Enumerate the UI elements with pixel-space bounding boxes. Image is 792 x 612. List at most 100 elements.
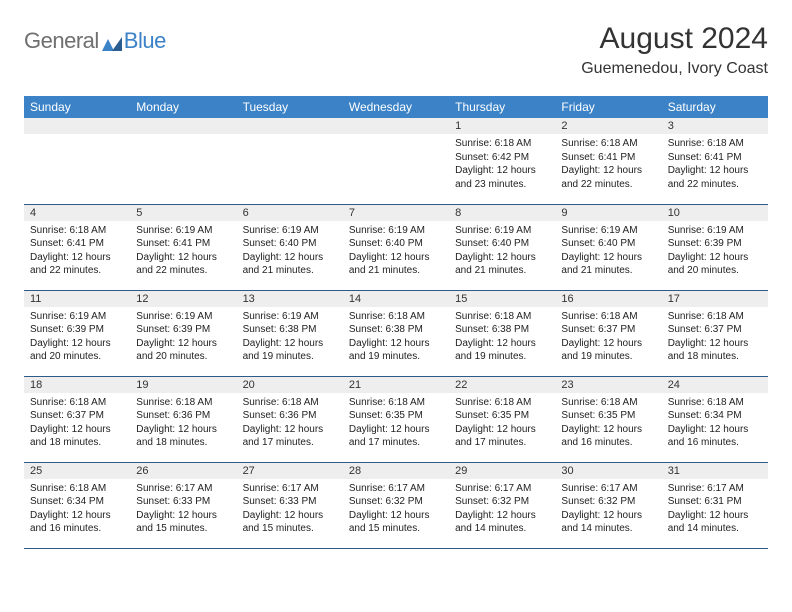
daylight-line: Daylight: 12 hours and 23 minutes.: [455, 164, 549, 191]
calendar-day-cell: 16Sunrise: 6:18 AMSunset: 6:37 PMDayligh…: [555, 290, 661, 376]
calendar-day-cell: [130, 118, 236, 204]
sunrise-line: Sunrise: 6:18 AM: [561, 310, 655, 324]
calendar-week-row: 1Sunrise: 6:18 AMSunset: 6:42 PMDaylight…: [24, 118, 768, 204]
sunrise-line: Sunrise: 6:18 AM: [30, 396, 124, 410]
sunrise-line: Sunrise: 6:17 AM: [349, 482, 443, 496]
calendar-day-cell: 7Sunrise: 6:19 AMSunset: 6:40 PMDaylight…: [343, 204, 449, 290]
day-number: 2: [555, 118, 661, 134]
dayname-sunday: Sunday: [24, 96, 130, 118]
sunrise-line: Sunrise: 6:18 AM: [668, 396, 762, 410]
day-details: Sunrise: 6:18 AMSunset: 6:36 PMDaylight:…: [130, 393, 236, 454]
sunrise-line: Sunrise: 6:19 AM: [349, 224, 443, 238]
sunrise-line: Sunrise: 6:17 AM: [561, 482, 655, 496]
sunrise-line: Sunrise: 6:18 AM: [668, 310, 762, 324]
day-number: 20: [237, 377, 343, 393]
sunrise-line: Sunrise: 6:18 AM: [561, 396, 655, 410]
sunset-line: Sunset: 6:35 PM: [349, 409, 443, 423]
sunrise-line: Sunrise: 6:18 AM: [455, 396, 549, 410]
sunset-line: Sunset: 6:37 PM: [30, 409, 124, 423]
calendar-day-cell: 14Sunrise: 6:18 AMSunset: 6:38 PMDayligh…: [343, 290, 449, 376]
calendar-day-cell: 13Sunrise: 6:19 AMSunset: 6:38 PMDayligh…: [237, 290, 343, 376]
day-details: Sunrise: 6:18 AMSunset: 6:38 PMDaylight:…: [449, 307, 555, 368]
day-number: 28: [343, 463, 449, 479]
dayname-friday: Friday: [555, 96, 661, 118]
day-number: 12: [130, 291, 236, 307]
day-number: 29: [449, 463, 555, 479]
day-number: 18: [24, 377, 130, 393]
day-details: Sunrise: 6:18 AMSunset: 6:41 PMDaylight:…: [24, 221, 130, 282]
dayname-monday: Monday: [130, 96, 236, 118]
sunset-line: Sunset: 6:35 PM: [455, 409, 549, 423]
day-number-empty: [237, 118, 343, 134]
day-details: Sunrise: 6:18 AMSunset: 6:37 PMDaylight:…: [24, 393, 130, 454]
calendar-day-cell: 18Sunrise: 6:18 AMSunset: 6:37 PMDayligh…: [24, 376, 130, 462]
sunset-line: Sunset: 6:34 PM: [30, 495, 124, 509]
sunset-line: Sunset: 6:31 PM: [668, 495, 762, 509]
calendar-day-cell: 22Sunrise: 6:18 AMSunset: 6:35 PMDayligh…: [449, 376, 555, 462]
day-details: Sunrise: 6:18 AMSunset: 6:37 PMDaylight:…: [555, 307, 661, 368]
calendar-week-row: 11Sunrise: 6:19 AMSunset: 6:39 PMDayligh…: [24, 290, 768, 376]
daylight-line: Daylight: 12 hours and 18 minutes.: [136, 423, 230, 450]
calendar-day-cell: 6Sunrise: 6:19 AMSunset: 6:40 PMDaylight…: [237, 204, 343, 290]
daylight-line: Daylight: 12 hours and 19 minutes.: [349, 337, 443, 364]
daylight-line: Daylight: 12 hours and 15 minutes.: [243, 509, 337, 536]
day-number: 31: [662, 463, 768, 479]
brand-word-2: Blue: [124, 28, 166, 54]
sunset-line: Sunset: 6:39 PM: [136, 323, 230, 337]
title-block: August 2024 Guemenedou, Ivory Coast: [581, 22, 768, 78]
daylight-line: Daylight: 12 hours and 19 minutes.: [243, 337, 337, 364]
sunrise-line: Sunrise: 6:18 AM: [349, 310, 443, 324]
day-number: 23: [555, 377, 661, 393]
daylight-line: Daylight: 12 hours and 15 minutes.: [136, 509, 230, 536]
sunset-line: Sunset: 6:32 PM: [455, 495, 549, 509]
daylight-line: Daylight: 12 hours and 19 minutes.: [455, 337, 549, 364]
daylight-line: Daylight: 12 hours and 17 minutes.: [349, 423, 443, 450]
calendar-day-cell: 12Sunrise: 6:19 AMSunset: 6:39 PMDayligh…: [130, 290, 236, 376]
daylight-line: Daylight: 12 hours and 20 minutes.: [30, 337, 124, 364]
day-details: Sunrise: 6:17 AMSunset: 6:31 PMDaylight:…: [662, 479, 768, 540]
calendar-day-cell: 11Sunrise: 6:19 AMSunset: 6:39 PMDayligh…: [24, 290, 130, 376]
sunrise-line: Sunrise: 6:18 AM: [668, 137, 762, 151]
calendar-day-cell: 3Sunrise: 6:18 AMSunset: 6:41 PMDaylight…: [662, 118, 768, 204]
day-details: Sunrise: 6:18 AMSunset: 6:35 PMDaylight:…: [343, 393, 449, 454]
sunset-line: Sunset: 6:41 PM: [561, 151, 655, 165]
sunrise-line: Sunrise: 6:17 AM: [668, 482, 762, 496]
daylight-line: Daylight: 12 hours and 22 minutes.: [30, 251, 124, 278]
sunrise-line: Sunrise: 6:19 AM: [30, 310, 124, 324]
day-number: 17: [662, 291, 768, 307]
daylight-line: Daylight: 12 hours and 20 minutes.: [136, 337, 230, 364]
day-details: Sunrise: 6:19 AMSunset: 6:40 PMDaylight:…: [449, 221, 555, 282]
dayname-saturday: Saturday: [662, 96, 768, 118]
day-details: Sunrise: 6:19 AMSunset: 6:39 PMDaylight:…: [130, 307, 236, 368]
calendar-day-cell: 15Sunrise: 6:18 AMSunset: 6:38 PMDayligh…: [449, 290, 555, 376]
day-number: 24: [662, 377, 768, 393]
day-details: Sunrise: 6:18 AMSunset: 6:36 PMDaylight:…: [237, 393, 343, 454]
sunset-line: Sunset: 6:37 PM: [561, 323, 655, 337]
sunset-line: Sunset: 6:37 PM: [668, 323, 762, 337]
daylight-line: Daylight: 12 hours and 20 minutes.: [668, 251, 762, 278]
sunset-line: Sunset: 6:38 PM: [455, 323, 549, 337]
calendar-day-cell: 30Sunrise: 6:17 AMSunset: 6:32 PMDayligh…: [555, 462, 661, 548]
daylight-line: Daylight: 12 hours and 15 minutes.: [349, 509, 443, 536]
calendar-day-cell: 25Sunrise: 6:18 AMSunset: 6:34 PMDayligh…: [24, 462, 130, 548]
sunset-line: Sunset: 6:38 PM: [243, 323, 337, 337]
day-number: 13: [237, 291, 343, 307]
sunrise-line: Sunrise: 6:19 AM: [243, 224, 337, 238]
sunset-line: Sunset: 6:33 PM: [243, 495, 337, 509]
calendar-day-cell: 27Sunrise: 6:17 AMSunset: 6:33 PMDayligh…: [237, 462, 343, 548]
day-number: 22: [449, 377, 555, 393]
calendar-day-cell: 19Sunrise: 6:18 AMSunset: 6:36 PMDayligh…: [130, 376, 236, 462]
day-details: Sunrise: 6:17 AMSunset: 6:33 PMDaylight:…: [130, 479, 236, 540]
page-header: General Blue August 2024 Guemenedou, Ivo…: [24, 22, 768, 78]
day-details: Sunrise: 6:17 AMSunset: 6:33 PMDaylight:…: [237, 479, 343, 540]
day-number-empty: [130, 118, 236, 134]
sunset-line: Sunset: 6:41 PM: [30, 237, 124, 251]
calendar-day-cell: 9Sunrise: 6:19 AMSunset: 6:40 PMDaylight…: [555, 204, 661, 290]
daylight-line: Daylight: 12 hours and 17 minutes.: [243, 423, 337, 450]
dayname-tuesday: Tuesday: [237, 96, 343, 118]
day-details: Sunrise: 6:18 AMSunset: 6:35 PMDaylight:…: [449, 393, 555, 454]
calendar-day-cell: [24, 118, 130, 204]
day-details: Sunrise: 6:18 AMSunset: 6:34 PMDaylight:…: [662, 393, 768, 454]
daylight-line: Daylight: 12 hours and 14 minutes.: [668, 509, 762, 536]
day-details: Sunrise: 6:19 AMSunset: 6:38 PMDaylight:…: [237, 307, 343, 368]
